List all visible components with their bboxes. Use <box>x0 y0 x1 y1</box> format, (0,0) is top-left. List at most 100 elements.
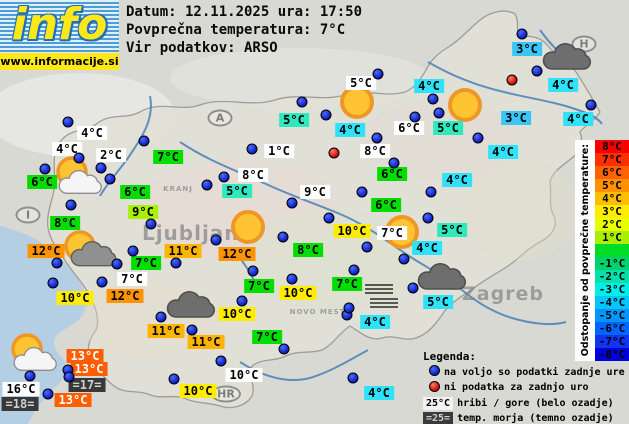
legend-item-text: ni podatka za zadnjo uro <box>444 382 589 393</box>
scale-band: -3°C <box>595 283 629 296</box>
station-dot-blue <box>323 212 335 224</box>
scale-title: Odstopanje od povprečne temperature: <box>575 140 595 361</box>
temp-label: 4°C <box>563 112 593 126</box>
station-dot-blue <box>277 231 289 243</box>
scale-band: 6°C <box>595 166 629 179</box>
legend-item: =25= temp. morja (temno ozadje) <box>423 412 629 424</box>
station-dot-blue <box>422 212 434 224</box>
temp-label: 1°C <box>264 144 294 158</box>
temp-label: 5°C <box>433 121 463 135</box>
temp-label: 9°C <box>128 205 158 219</box>
dark-cloud-icon <box>540 40 596 74</box>
country-sign: I <box>15 206 41 224</box>
site-url[interactable]: www.informacije.si <box>0 53 119 70</box>
country-sign: HR <box>211 385 241 403</box>
temp-label: =17= <box>68 378 106 392</box>
station-dot-blue <box>531 65 543 77</box>
temp-label: 7°C <box>332 277 362 291</box>
temp-label: 10°C <box>333 224 371 238</box>
temp-label: 5°C <box>437 223 467 237</box>
temp-label: 4°C <box>364 386 394 400</box>
temp-label: 9°C <box>300 185 330 199</box>
temp-label: 3°C <box>501 111 531 125</box>
temp-label: 4°C <box>548 78 578 92</box>
temp-label: 5°C <box>279 113 309 127</box>
temp-label: 7°C <box>377 226 407 240</box>
sun-cloud-icon <box>48 155 108 201</box>
temp-label: 2°C <box>96 148 126 162</box>
station-dot-blue <box>236 295 248 307</box>
temp-label: 8°C <box>238 168 268 182</box>
station-dot-blue <box>201 179 213 191</box>
scale-band: -7°C <box>595 335 629 348</box>
station-dot-blue <box>215 355 227 367</box>
temp-label: 7°C <box>117 272 147 286</box>
station-dot-blue <box>104 173 116 185</box>
station-dot-blue <box>407 282 419 294</box>
station-dot-blue <box>361 241 373 253</box>
station-dot-blue <box>247 265 259 277</box>
station-dot-blue <box>73 152 85 164</box>
header-date: Datum: 12.11.2025 ura: 17:50 <box>126 4 363 20</box>
temperature-deviation-scale: 8°C 7°C 6°C 5°C 4°C 3°C 2°C 1°C -1°C -2°C -3°C -4°C… <box>595 140 629 361</box>
temp-label: 11°C <box>187 335 225 349</box>
temp-label: 4°C <box>414 79 444 93</box>
temp-label: 5°C <box>423 295 453 309</box>
scale-band: -4°C <box>595 296 629 309</box>
temp-label: 4°C <box>335 123 365 137</box>
temp-label: 13°C <box>54 393 92 407</box>
temp-label: 7°C <box>244 279 274 293</box>
temp-label: 6°C <box>371 198 401 212</box>
scale-band: 4°C <box>595 192 629 205</box>
station-dot-blue <box>186 324 198 336</box>
header-avg-temp: Povprečna temperatura: 7°C <box>126 22 346 38</box>
station-dot-red <box>506 74 518 86</box>
legend-item-text: hribi / gore (belo ozadje) <box>457 397 614 409</box>
station-dot-blue <box>472 132 484 144</box>
legend: Legenda: na voljo so podatki zadnje ure n… <box>423 350 629 424</box>
temp-label: 11°C <box>164 244 202 258</box>
sun-icon <box>227 206 269 248</box>
station-dot-blue <box>210 234 222 246</box>
station-dot-blue <box>63 371 75 383</box>
station-dot-blue <box>371 132 383 144</box>
temp-label: 7°C <box>131 256 161 270</box>
scale-band: 3°C <box>595 205 629 218</box>
scale-band: 5°C <box>595 179 629 192</box>
temp-label: 3°C <box>512 42 542 56</box>
station-dot-blue <box>585 99 597 111</box>
station-dot-blue <box>425 186 437 198</box>
station-dot-blue <box>138 135 150 147</box>
site-logo[interactable]: info <box>0 0 119 53</box>
station-dot-blue <box>320 109 332 121</box>
sea-temp-sample-box: =25= <box>423 412 454 424</box>
scale-band: 8°C <box>595 140 629 153</box>
station-dot-blue <box>65 199 77 211</box>
station-dot-blue <box>286 273 298 285</box>
temp-label: 10°C <box>225 368 263 382</box>
station-dot-blue <box>24 370 36 382</box>
scale-band: 1°C <box>595 231 629 244</box>
station-dot-blue <box>39 163 51 175</box>
station-dot-blue <box>398 253 410 265</box>
station-dot-blue <box>47 277 59 289</box>
sea-region <box>0 226 88 424</box>
scale-band: -6°C <box>595 322 629 335</box>
scale-band: -5°C <box>595 309 629 322</box>
temp-label: 6°C <box>377 167 407 181</box>
temp-label: 5°C <box>346 76 376 90</box>
fog-icon <box>364 282 400 310</box>
temp-label: 5°C <box>222 184 252 198</box>
station-dot-blue <box>409 111 421 123</box>
temp-label: 13°C <box>66 349 104 363</box>
station-dot-blue <box>218 171 230 183</box>
temp-label: 4°C <box>488 145 518 159</box>
station-dot-blue <box>95 162 107 174</box>
temp-label: 11°C <box>147 324 185 338</box>
scale-band: -8°C <box>595 348 629 361</box>
station-dot-blue <box>127 245 139 257</box>
temp-label: 7°C <box>153 150 183 164</box>
station-dot-blue <box>343 302 355 314</box>
temp-label: 7°C <box>252 330 282 344</box>
station-dot-blue <box>356 186 368 198</box>
